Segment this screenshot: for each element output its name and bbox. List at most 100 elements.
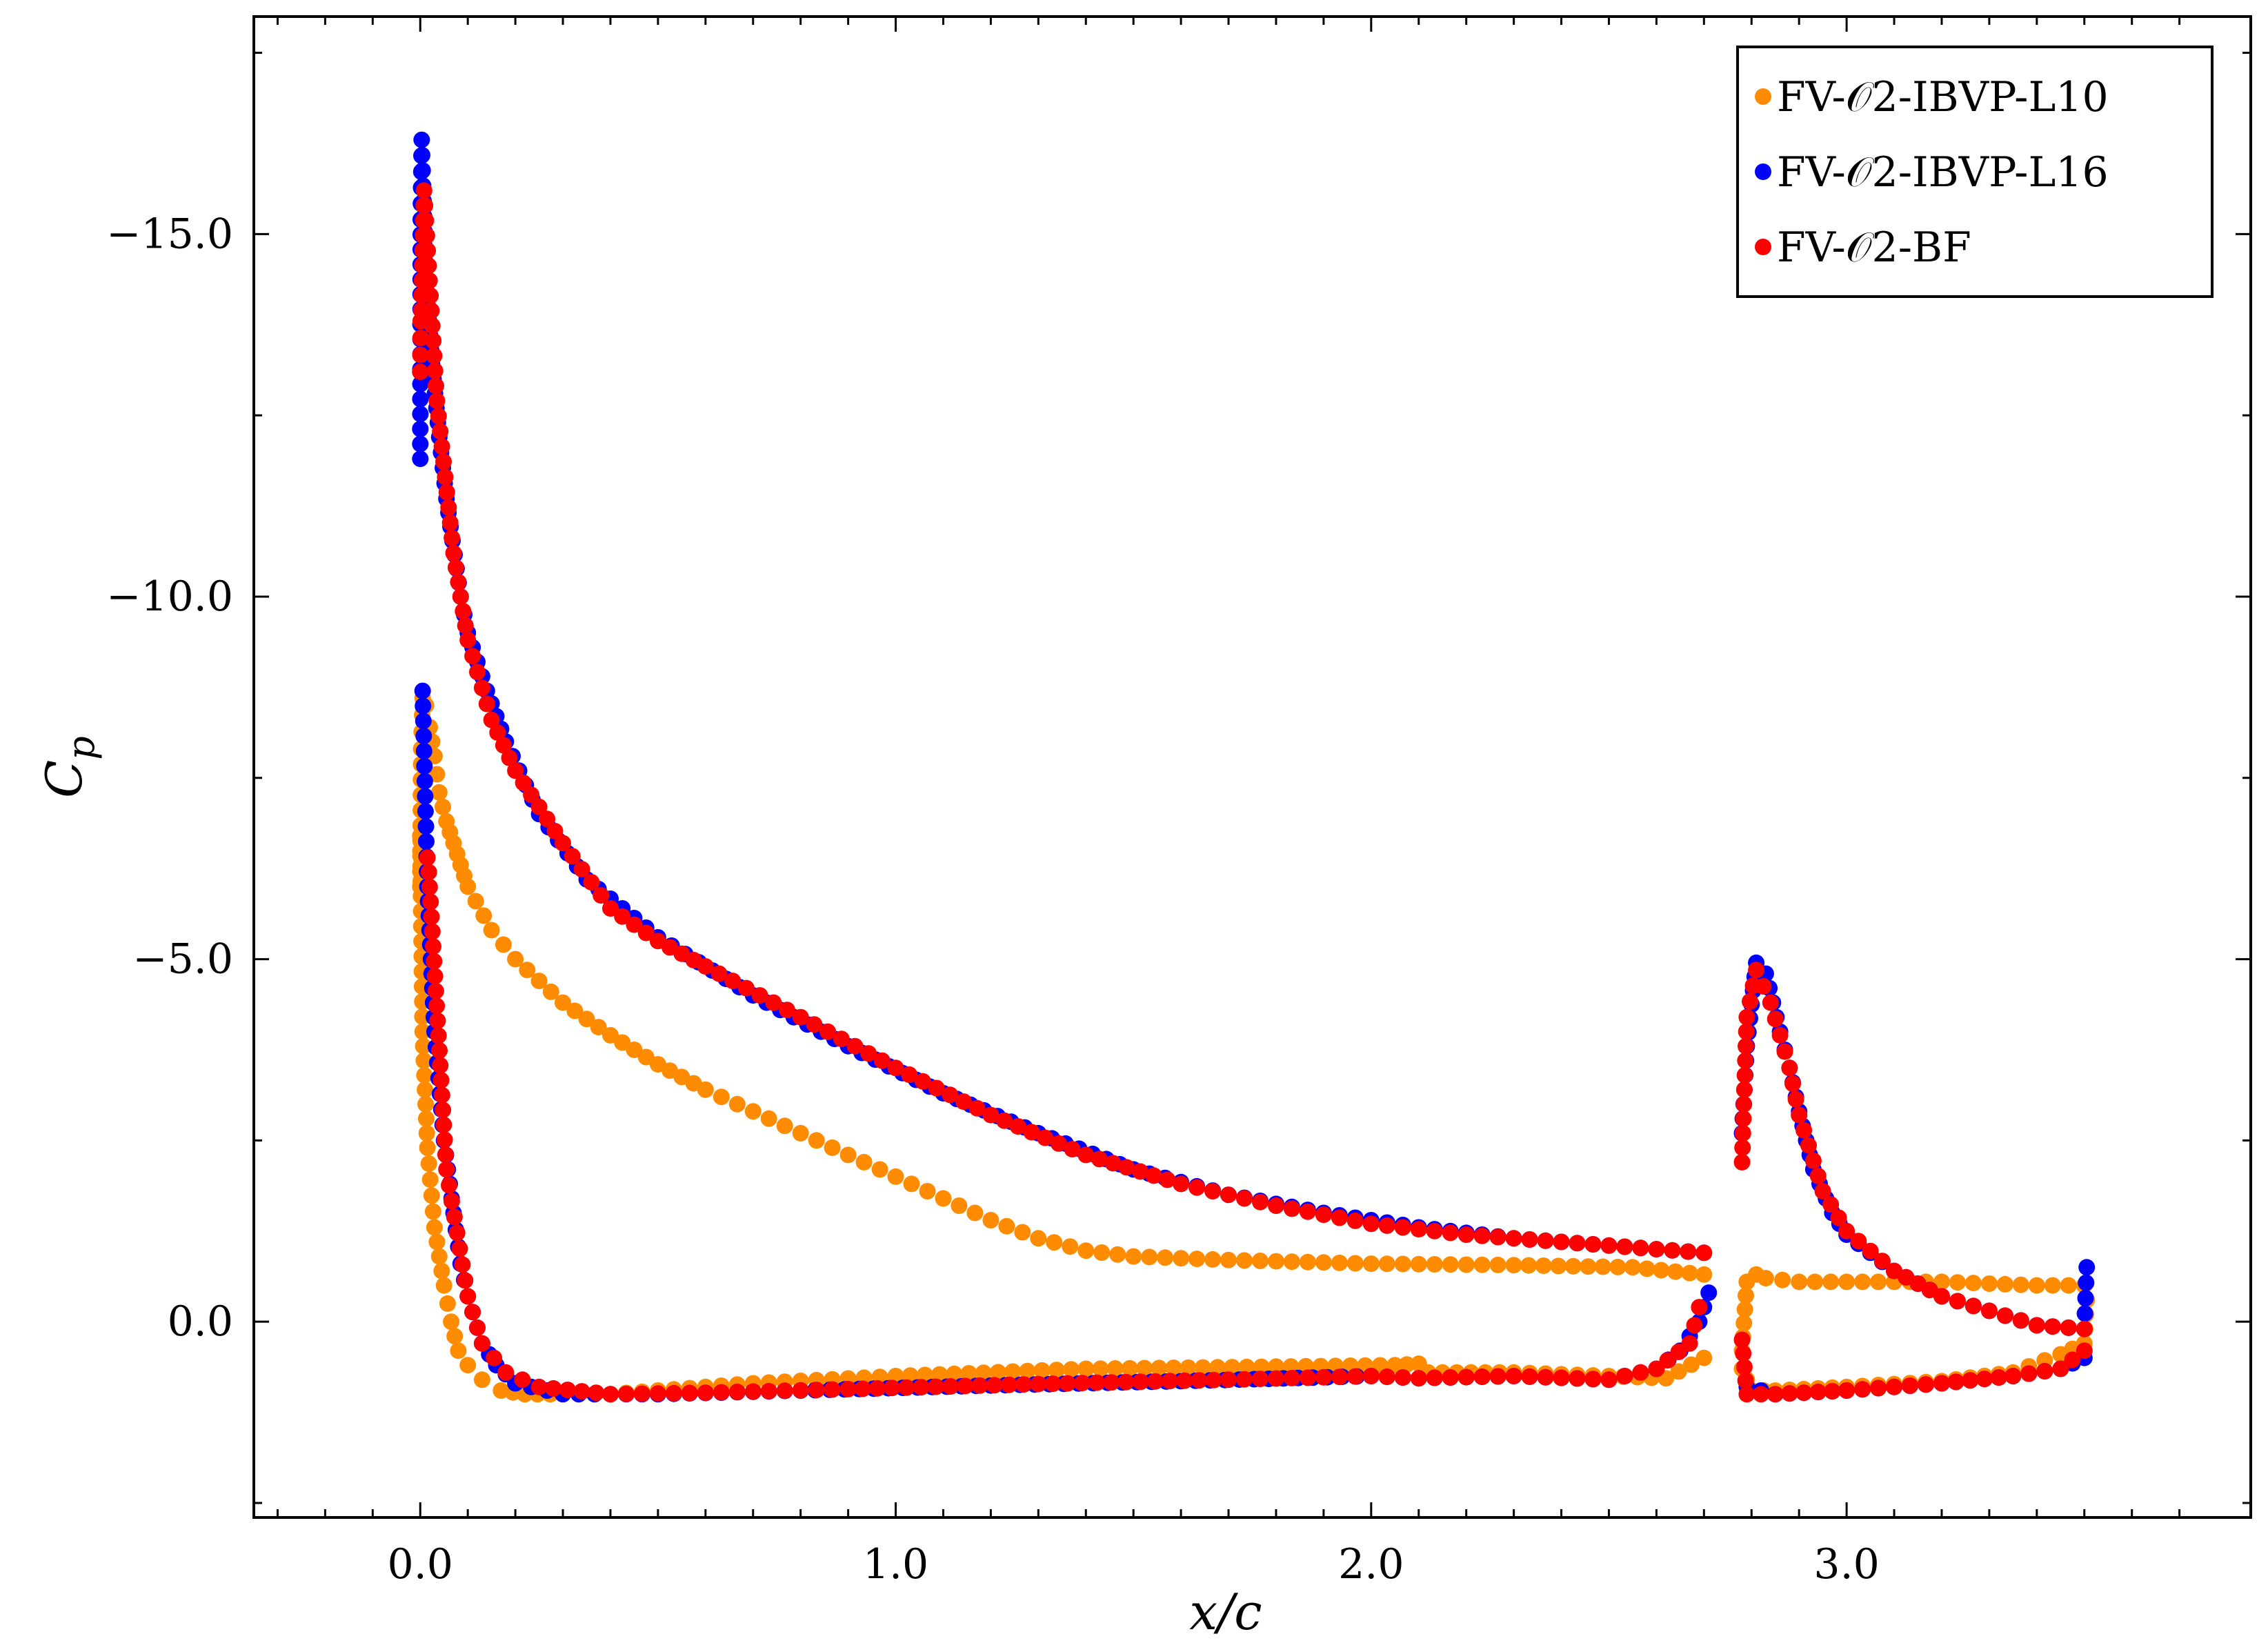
data-point-bf [1118, 1159, 1135, 1176]
data-point-bf [430, 1027, 447, 1044]
data-point-bf [1426, 1369, 1443, 1386]
data-point-l10 [459, 878, 477, 895]
data-point-bf [1686, 1317, 1703, 1334]
data-point-l10 [1791, 1273, 1808, 1291]
data-point-l10 [744, 1103, 762, 1120]
data-point-bf [435, 1116, 452, 1133]
data-point-bf [1949, 1293, 1966, 1310]
data-point-l16 [414, 146, 430, 163]
data-point-bf [436, 1131, 453, 1148]
data-point-l10 [428, 1233, 446, 1251]
data-point-bf [438, 1161, 455, 1178]
data-point-bf [1733, 1331, 1751, 1348]
data-point-bf [486, 1349, 503, 1366]
data-point-bf [1458, 1226, 1475, 1243]
data-point-l10 [417, 1095, 434, 1113]
data-point-l10 [507, 950, 524, 968]
data-point-bf [497, 1364, 515, 1381]
y-tick-label: −15.0 [106, 210, 233, 258]
data-point-l10 [1283, 1253, 1300, 1271]
data-point-l10 [1346, 1255, 1364, 1272]
data-point-l10 [637, 1048, 655, 1066]
data-point-l10 [1106, 1360, 1124, 1377]
data-point-bf [957, 1377, 974, 1395]
data-point-l16 [415, 743, 432, 759]
data-point-bf [792, 1008, 809, 1026]
data-point-bf [1748, 962, 1765, 979]
data-point-bf [1553, 1233, 1570, 1251]
data-point-bf [459, 632, 477, 648]
data-point-bf [633, 1385, 650, 1402]
data-point-bf [1796, 1384, 1813, 1402]
data-point-bf [1037, 1129, 1054, 1146]
data-point-bf [483, 711, 500, 728]
data-point-bf [1632, 1239, 1649, 1257]
data-point-bf [421, 879, 438, 895]
data-point-bf [760, 1382, 777, 1400]
data-point-bf [564, 848, 581, 865]
data-point-l10 [495, 936, 512, 953]
data-point-l16 [417, 803, 434, 820]
data-point-bf [792, 1382, 809, 1399]
data-point-bf [765, 994, 782, 1011]
data-point-l10 [602, 1026, 619, 1044]
data-point-bf [431, 1042, 448, 1059]
data-point-bf [1870, 1380, 1887, 1397]
data-point-bf [1009, 1118, 1026, 1135]
data-point-bf [1854, 1381, 1871, 1398]
data-point-bf [1964, 1297, 1982, 1315]
data-point-bf [1886, 1378, 1902, 1395]
data-point-bf [1442, 1369, 1459, 1386]
data-point-bf [1735, 1110, 1752, 1127]
data-point-bf [501, 749, 518, 766]
data-point-l16 [2078, 1274, 2095, 1291]
data-point-bf [1442, 1224, 1459, 1242]
data-point-bf [1824, 1383, 1841, 1400]
data-point-bf [445, 544, 462, 561]
data-point-l10 [1996, 1275, 2013, 1293]
data-point-bf [1735, 1358, 1753, 1375]
data-point-l10 [1315, 1254, 1332, 1271]
data-point-bf [1784, 1075, 1801, 1092]
data-point-l10 [1046, 1234, 1063, 1251]
data-point-l10 [2060, 1277, 2077, 1294]
x-tick-label: 2.0 [1338, 1540, 1404, 1589]
data-point-bf [1188, 1179, 1206, 1196]
data-point-bf [2064, 1351, 2081, 1368]
data-point-bf [955, 1093, 972, 1111]
data-point-l10 [1550, 1257, 1567, 1275]
data-point-bf [1980, 1302, 1998, 1320]
data-point-bf [435, 1102, 452, 1119]
data-point-bf [1205, 1371, 1222, 1388]
data-point-bf [2028, 1317, 2045, 1334]
data-point-bf [1737, 1372, 1754, 1389]
data-point-bf [1473, 1227, 1491, 1244]
data-point-bf [1268, 1197, 1284, 1214]
data-point-bf [602, 900, 619, 917]
data-point-l10 [1299, 1253, 1316, 1271]
legend-label-bf: FV-𝒪2-BF [1777, 223, 1971, 272]
data-point-l10 [435, 1277, 452, 1294]
data-point-bf [1873, 1253, 1891, 1270]
data-point-bf [1738, 1008, 1755, 1026]
data-point-l10 [2012, 1276, 2029, 1293]
data-point-bf [1738, 1023, 1755, 1040]
data-point-bf [428, 997, 446, 1015]
data-point-bf [1781, 1059, 1798, 1077]
data-point-l10 [424, 1203, 441, 1220]
data-point-bf [422, 893, 439, 910]
data-point-bf [1346, 1212, 1364, 1229]
data-point-l10 [1268, 1253, 1284, 1270]
data-point-bf [1268, 1370, 1284, 1387]
data-point-l16 [412, 406, 429, 423]
data-point-bf [744, 1383, 762, 1400]
data-point-bf [1976, 1371, 1993, 1388]
data-point-bf [1796, 1122, 1813, 1139]
data-point-l10 [1670, 1363, 1687, 1380]
data-point-l10 [1268, 1358, 1284, 1375]
data-point-bf [602, 1386, 619, 1403]
data-point-bf [452, 588, 469, 605]
data-point-bf [887, 1059, 904, 1077]
data-point-bf [495, 737, 512, 754]
data-point-bf [1736, 1066, 1753, 1084]
